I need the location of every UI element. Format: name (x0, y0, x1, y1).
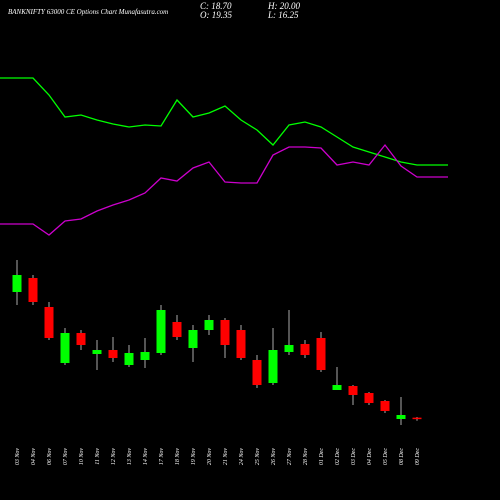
candle-body (396, 415, 406, 419)
x-tick-label: 27 Nov (287, 448, 293, 466)
candle-body (204, 320, 214, 330)
ohlc-info: C: 18.70 (200, 1, 232, 11)
candle-body (44, 307, 54, 338)
x-tick-label: 20 Nov (207, 448, 213, 466)
x-tick-label: 21 Nov (223, 448, 229, 466)
x-tick-label: 09 Dec (415, 448, 421, 465)
x-tick-label: 13 Nov (127, 448, 133, 466)
candle-body (124, 353, 134, 365)
x-tick-label: 08 Dec (399, 448, 405, 465)
candle-body (60, 333, 70, 363)
candle-body (316, 338, 326, 370)
x-tick-label: 02 Dec (335, 448, 341, 465)
candle-body (188, 330, 198, 348)
candle-body (380, 401, 390, 411)
candle-body (268, 350, 278, 383)
x-tick-label: 11 Nov (95, 448, 101, 465)
candle-body (28, 278, 38, 302)
ohlc-info: L: 16.25 (267, 10, 299, 20)
candle-body (12, 275, 22, 292)
candle-body (236, 330, 246, 358)
chart-title: BANKNIFTY 63000 CE Options Chart Munafas… (8, 8, 168, 16)
candle-body (284, 345, 294, 352)
candle-body (252, 360, 262, 385)
line-series (0, 143, 448, 236)
candle-body (332, 385, 342, 390)
candle-body (348, 386, 358, 395)
x-tick-label: 04 Nov (30, 448, 37, 466)
x-tick-label: 25 Nov (255, 448, 261, 466)
x-tick-label: 19 Nov (191, 448, 197, 466)
x-tick-label: 12 Nov (111, 448, 117, 466)
candle-body (364, 393, 374, 403)
x-tick-label: 18 Nov (175, 448, 181, 466)
x-tick-label: 28 Nov (303, 448, 309, 466)
x-tick-label: 24 Nov (238, 448, 245, 466)
x-tick-label: 17 Nov (159, 448, 165, 466)
x-tick-label: 10 Nov (79, 448, 85, 466)
x-tick-label: 01 Dec (319, 448, 325, 465)
x-tick-label: 06 Nov (47, 448, 53, 466)
x-tick-label: 07 Nov (63, 448, 69, 466)
x-tick-label: 03 Nov (15, 448, 21, 466)
ohlc-info: H: 20.00 (267, 1, 300, 11)
candle-body (220, 320, 230, 345)
candle-body (108, 350, 118, 358)
candle-body (156, 310, 166, 353)
candle-body (300, 344, 310, 355)
candle-body (140, 352, 150, 360)
candle-body (172, 322, 182, 337)
candle-body (76, 333, 86, 345)
x-tick-label: 14 Nov (142, 448, 149, 466)
x-tick-label: 05 Dec (383, 448, 389, 465)
candle-body (412, 417, 422, 420)
x-tick-label: 03 Dec (351, 448, 357, 465)
x-tick-label: 26 Nov (271, 448, 277, 466)
ohlc-info: O: 19.35 (200, 10, 232, 20)
line-series (0, 77, 448, 166)
candle-body (92, 350, 102, 354)
x-tick-label: 04 Dec (366, 448, 373, 465)
